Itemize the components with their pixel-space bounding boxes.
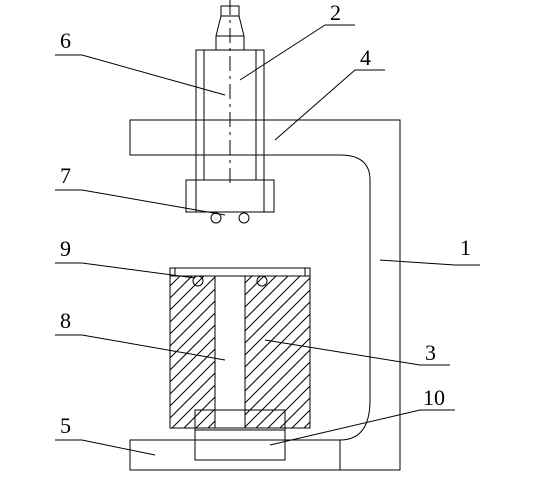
die-3 (170, 268, 310, 428)
label-2: 2 (330, 0, 341, 25)
piston-head-7 (186, 180, 274, 223)
label-10: 10 (423, 385, 445, 410)
label-8: 8 (60, 308, 71, 333)
label-6: 6 (60, 28, 71, 53)
label-7: 7 (60, 163, 71, 188)
diagram-canvas: 1 2 3 4 5 6 7 8 9 10 (0, 0, 534, 503)
label-1: 1 (460, 235, 471, 260)
label-4: 4 (360, 45, 371, 70)
label-9: 9 (60, 236, 71, 261)
base-5 (130, 440, 340, 470)
label-5: 5 (60, 413, 71, 438)
cavity-8 (215, 276, 245, 428)
cylinder-2 (196, 0, 264, 185)
label-3: 3 (425, 340, 436, 365)
